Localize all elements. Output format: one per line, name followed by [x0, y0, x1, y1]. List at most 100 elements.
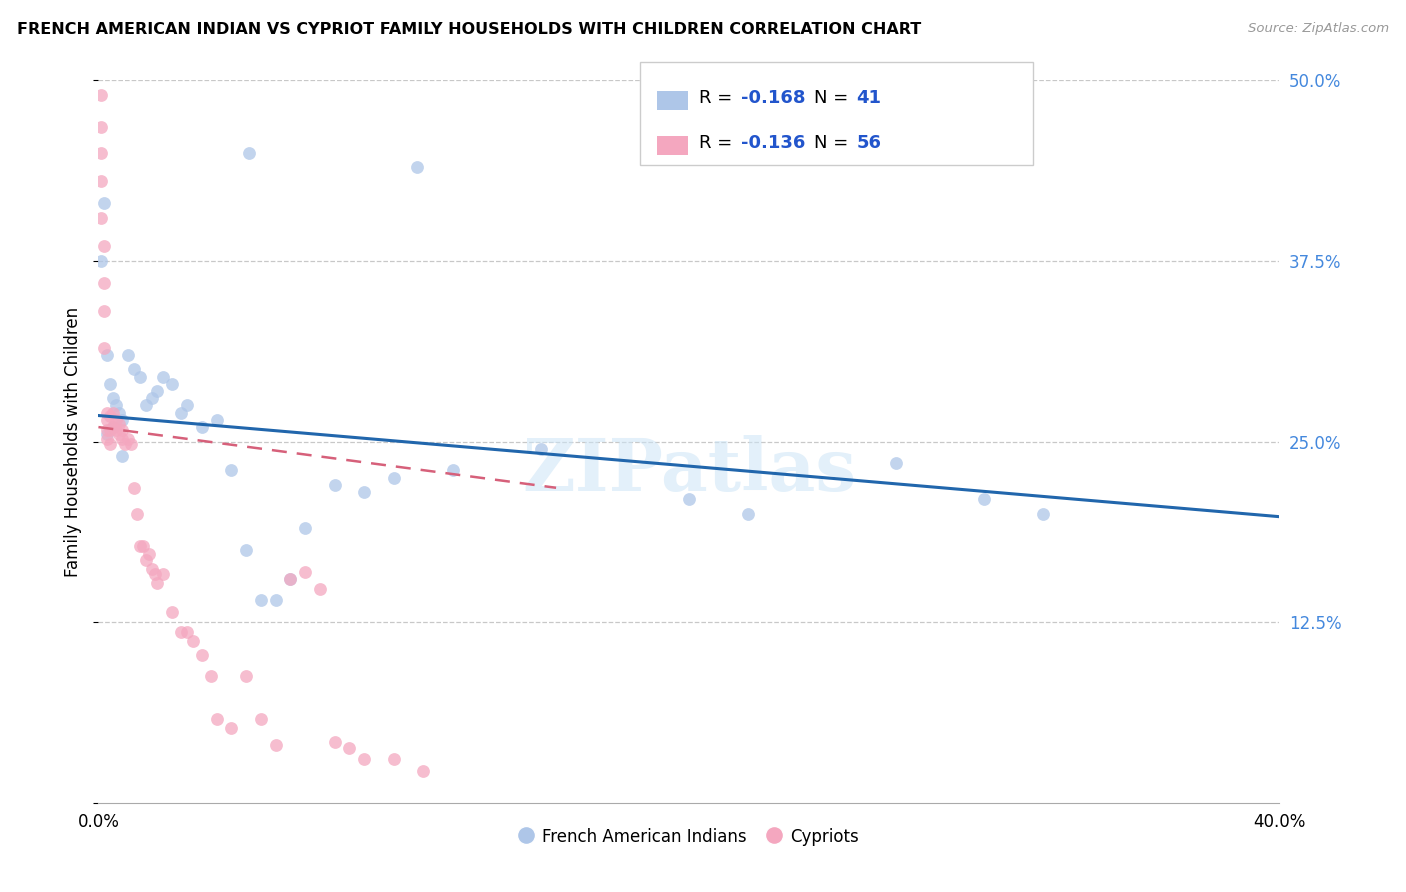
Point: [96, 348, 118, 362]
Point: [191, 648, 214, 663]
Point: [406, 160, 429, 174]
Point: [152, 567, 174, 582]
Point: [122, 481, 145, 495]
Point: [678, 492, 700, 507]
Point: [412, 764, 434, 778]
Text: R =: R =: [699, 134, 738, 152]
Point: [128, 369, 150, 384]
Point: [176, 398, 198, 412]
Point: [132, 539, 155, 553]
Point: [114, 437, 136, 451]
Point: [250, 712, 273, 726]
Point: [323, 735, 346, 749]
Point: [170, 625, 193, 640]
Point: [353, 485, 375, 500]
Point: [93, 196, 115, 211]
Point: [90, 120, 112, 134]
Point: [108, 427, 131, 442]
Point: [111, 423, 134, 437]
Point: [135, 398, 157, 412]
Point: [973, 492, 995, 507]
Point: [98, 376, 121, 391]
Point: [162, 376, 183, 391]
Point: [90, 174, 112, 188]
Point: [125, 507, 148, 521]
Text: N =: N =: [814, 134, 853, 152]
Point: [146, 384, 169, 398]
Point: [96, 423, 118, 437]
Point: [235, 542, 257, 557]
Point: [103, 420, 125, 434]
Point: [111, 413, 134, 427]
Point: [264, 738, 287, 752]
Point: [93, 239, 115, 253]
Point: [90, 253, 112, 268]
Point: [96, 406, 118, 420]
Point: [176, 625, 198, 640]
Point: [93, 341, 115, 355]
Text: 56: 56: [856, 134, 882, 152]
Text: -0.136: -0.136: [741, 134, 806, 152]
Point: [170, 406, 193, 420]
Point: [530, 442, 553, 456]
Point: [441, 463, 464, 477]
Point: [884, 456, 907, 470]
Point: [122, 362, 145, 376]
Point: [181, 634, 204, 648]
Point: [280, 572, 302, 586]
Point: [96, 413, 118, 427]
Text: FRENCH AMERICAN INDIAN VS CYPRIOT FAMILY HOUSEHOLDS WITH CHILDREN CORRELATION CH: FRENCH AMERICAN INDIAN VS CYPRIOT FAMILY…: [17, 22, 921, 37]
Point: [143, 567, 166, 582]
Point: [141, 391, 163, 405]
Point: [103, 391, 125, 405]
Point: [141, 562, 163, 576]
Point: [90, 211, 112, 225]
Point: [382, 470, 405, 484]
Point: [108, 417, 131, 432]
Point: [221, 463, 243, 477]
Point: [135, 553, 157, 567]
Point: [98, 423, 121, 437]
Point: [152, 369, 174, 384]
Legend: French American Indians, Cypriots: French American Indians, Cypriots: [512, 821, 866, 852]
Point: [294, 565, 316, 579]
Point: [294, 521, 316, 535]
Point: [138, 547, 160, 561]
Point: [93, 276, 115, 290]
Point: [90, 145, 112, 160]
Point: [111, 432, 134, 446]
Text: N =: N =: [814, 89, 853, 107]
Point: [96, 432, 118, 446]
Point: [103, 420, 125, 434]
Point: [98, 409, 121, 423]
Point: [98, 437, 121, 451]
Point: [737, 507, 759, 521]
Point: [96, 427, 118, 442]
Point: [353, 752, 375, 766]
Point: [105, 413, 128, 427]
Point: [162, 605, 183, 619]
Point: [323, 478, 346, 492]
Point: [382, 752, 405, 766]
Point: [146, 576, 169, 591]
Point: [1032, 507, 1054, 521]
Point: [238, 145, 260, 160]
Point: [264, 593, 287, 607]
Point: [108, 406, 131, 420]
Point: [221, 721, 243, 735]
Y-axis label: Family Households with Children: Family Households with Children: [65, 307, 83, 576]
Point: [339, 740, 361, 755]
Point: [200, 668, 222, 682]
Point: [105, 423, 128, 437]
Point: [90, 87, 112, 102]
Point: [235, 668, 257, 682]
Point: [250, 593, 273, 607]
Point: [93, 304, 115, 318]
Text: Source: ZipAtlas.com: Source: ZipAtlas.com: [1249, 22, 1389, 36]
Text: 41: 41: [856, 89, 882, 107]
Text: ZIPatlas: ZIPatlas: [522, 435, 856, 506]
Point: [105, 398, 128, 412]
Point: [117, 432, 139, 446]
Point: [120, 437, 142, 451]
Point: [128, 539, 150, 553]
